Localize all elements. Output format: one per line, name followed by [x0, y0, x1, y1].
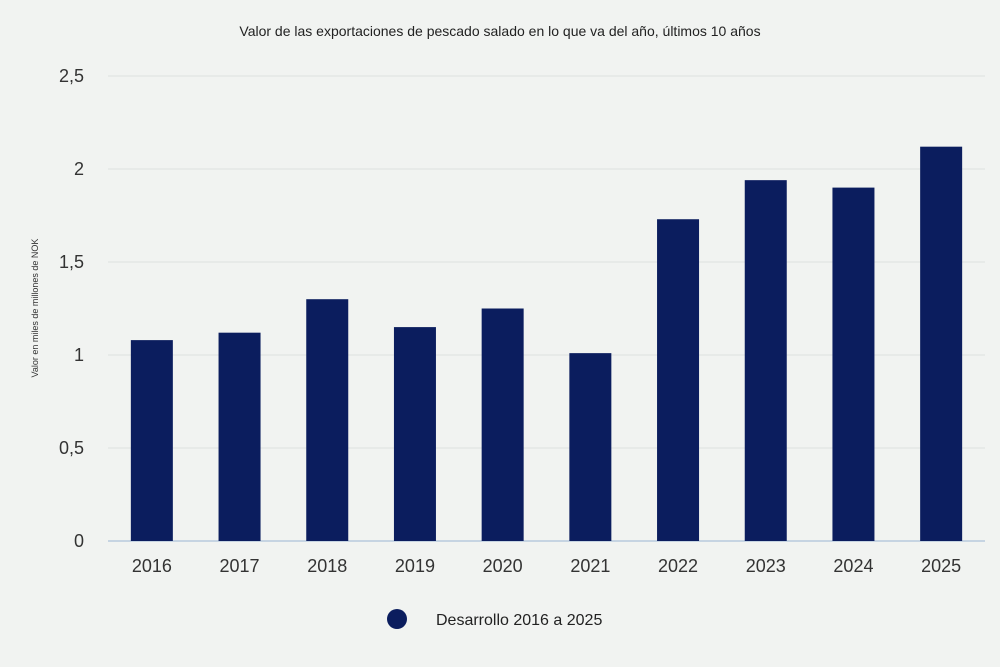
y-tick-label: 0,5 — [59, 438, 84, 458]
bar-2016[interactable] — [130, 340, 173, 541]
x-tick-label: 2025 — [921, 556, 961, 576]
x-tick-label: 2019 — [395, 556, 435, 576]
y-tick-labels: 0 0,5 1 1,5 2 2,5 — [59, 66, 84, 551]
y-tick-label: 1 — [74, 345, 84, 365]
y-tick-label: 2,5 — [59, 66, 84, 86]
bar-2025[interactable] — [920, 146, 963, 541]
legend-marker — [387, 609, 407, 629]
x-tick-labels: 2016 2017 2018 2019 2020 2021 2022 2023 2024 2025 — [132, 556, 961, 576]
x-tick-label: 2022 — [658, 556, 698, 576]
x-tick-label: 2020 — [483, 556, 523, 576]
bar-2019[interactable] — [393, 327, 436, 541]
x-tick-label: 2021 — [570, 556, 610, 576]
bar-2023[interactable] — [744, 180, 787, 541]
x-tick-label: 2017 — [220, 556, 260, 576]
bar-2018[interactable] — [306, 299, 349, 541]
bar-2021[interactable] — [569, 353, 612, 541]
x-tick-label: 2016 — [132, 556, 172, 576]
x-tick-label: 2023 — [746, 556, 786, 576]
bar-2024[interactable] — [832, 187, 875, 541]
y-tick-label: 1,5 — [59, 252, 84, 272]
y-tick-label: 2 — [74, 159, 84, 179]
y-tick-label: 0 — [74, 531, 84, 551]
y-axis-label: Valor en miles de millones de NOK — [30, 239, 40, 378]
chart-title: Valor de las exportaciones de pescado sa… — [239, 23, 760, 39]
bar-2022[interactable] — [657, 219, 700, 541]
x-tick-label: 2018 — [307, 556, 347, 576]
x-tick-label: 2024 — [833, 556, 873, 576]
bars — [130, 146, 963, 542]
bar-2020[interactable] — [481, 308, 524, 542]
legend-label: Desarrollo 2016 a 2025 — [436, 612, 602, 629]
legend[interactable]: Desarrollo 2016 a 2025 — [387, 609, 602, 629]
bar-2017[interactable] — [218, 332, 261, 541]
